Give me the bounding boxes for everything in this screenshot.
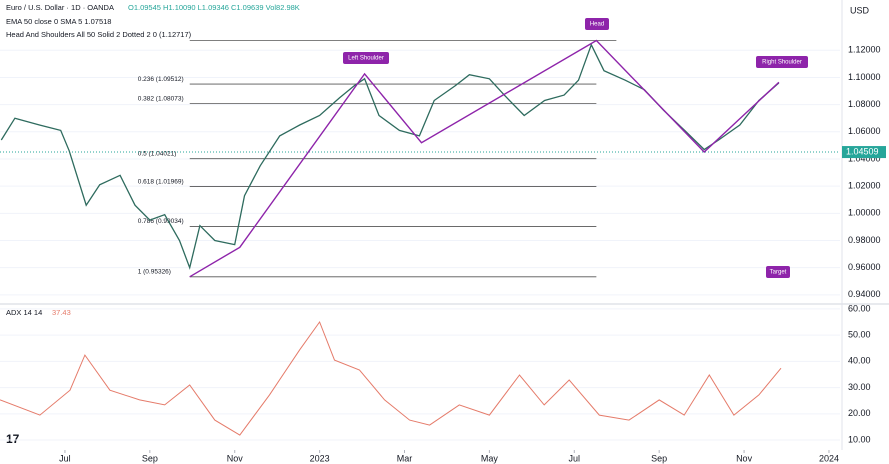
annotation: Head bbox=[590, 22, 604, 28]
y-tick-label: 0.94000 bbox=[848, 289, 881, 299]
x-tick-label: Sep bbox=[651, 453, 667, 463]
y-tick-label: 30.00 bbox=[848, 382, 871, 392]
currency: USD bbox=[850, 5, 870, 15]
y-tick-label: 40.00 bbox=[848, 356, 871, 366]
y-tick-label: 20.00 bbox=[848, 408, 871, 418]
fib-label: 0.5 (1.04021) bbox=[138, 150, 177, 157]
x-tick-label: Mar bbox=[397, 453, 413, 463]
y-tick-label: 50.00 bbox=[848, 330, 871, 340]
x-tick-label: 2023 bbox=[310, 453, 330, 463]
y-tick-label: 1.10000 bbox=[848, 72, 881, 82]
y-tick-label: 1.00000 bbox=[848, 208, 881, 218]
x-tick-label: 2024 bbox=[819, 453, 839, 463]
annotation-box bbox=[766, 266, 790, 278]
y-tick-label: 0.98000 bbox=[848, 235, 881, 245]
series-line bbox=[0, 43, 780, 270]
x-tick-label: Jul bbox=[59, 453, 71, 463]
y-tick-label: 10.00 bbox=[848, 434, 871, 444]
fib-label: 0.618 (1.01969) bbox=[138, 178, 184, 185]
annotation-box bbox=[585, 18, 609, 30]
ohlc: O1.09545 H1.10090 L1.09346 C1.09639 Vol8… bbox=[128, 3, 300, 12]
annotation: Left Shoulder bbox=[348, 56, 384, 62]
fib-label: 0.786 (0.99034) bbox=[138, 218, 184, 225]
y-tick-label: 60.00 bbox=[848, 303, 871, 313]
fib-label: 1 (0.95326) bbox=[138, 269, 171, 276]
y-tick-label: 1.02000 bbox=[848, 181, 881, 191]
annotation: Right Shoulder bbox=[762, 60, 802, 66]
y-tick-label: 1.06000 bbox=[848, 126, 881, 136]
annotation: Target bbox=[770, 270, 787, 276]
adx-title: ADX 14 14 bbox=[6, 308, 42, 317]
annotation-box bbox=[343, 52, 389, 64]
x-tick-label: Jul bbox=[569, 453, 581, 463]
x-tick-label: Sep bbox=[142, 453, 158, 463]
x-tick-label: May bbox=[481, 453, 499, 463]
adx-last: 37.43 bbox=[52, 308, 71, 317]
y-tick-label: 1.04000 bbox=[848, 153, 881, 163]
y-tick-label: 1.08000 bbox=[848, 99, 881, 109]
price-tag-label: 1.04509 bbox=[846, 146, 879, 156]
indicator: Head And Shoulders All 50 Solid 2 Dotted… bbox=[6, 30, 192, 39]
y-tick-label: 0.96000 bbox=[848, 262, 881, 272]
price-tag bbox=[842, 146, 886, 159]
series-line bbox=[0, 320, 782, 436]
y-tick-label: 1.12000 bbox=[848, 45, 881, 55]
indicator: EMA 50 close 0 SMA 5 1.07518 bbox=[6, 17, 111, 26]
x-tick-label: Nov bbox=[736, 453, 753, 463]
fib-label: 0.236 (1.09512) bbox=[138, 76, 184, 83]
chart-title: Euro / U.S. Dollar · 1D · OANDA bbox=[6, 3, 114, 12]
logo: 17 bbox=[6, 432, 20, 446]
annotation-box bbox=[756, 56, 808, 68]
x-tick-label: Nov bbox=[227, 453, 244, 463]
pattern-line bbox=[189, 39, 780, 278]
fib-label: 0.382 (1.08073) bbox=[138, 95, 184, 102]
